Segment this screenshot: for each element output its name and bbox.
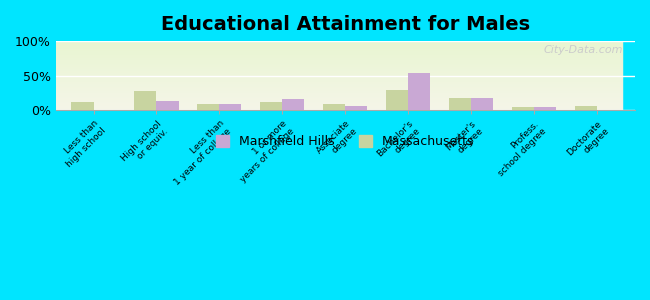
Bar (56, 62, 623, 63)
Bar (56, 53, 623, 54)
Bar (56, 84, 623, 85)
Bar (56, 75, 623, 76)
Bar (56, 61, 623, 62)
Text: City-Data.com: City-Data.com (544, 45, 623, 55)
Bar (56, 93, 623, 94)
Bar (56, 98, 623, 99)
Bar (56, 82, 623, 83)
Bar (198, 104, 220, 110)
Bar (56, 55, 623, 56)
Bar (56, 54, 623, 55)
Bar (56, 87, 623, 88)
Bar (56, 89, 623, 90)
Bar (56, 69, 623, 70)
Bar (56, 97, 623, 98)
Bar (56, 92, 623, 93)
Bar (386, 90, 408, 110)
Bar (56, 85, 623, 86)
Bar (56, 106, 623, 107)
Bar (56, 57, 623, 58)
Bar (56, 95, 623, 96)
Bar (56, 102, 623, 103)
Bar (56, 64, 623, 65)
Bar (56, 88, 623, 89)
Bar (56, 46, 623, 47)
Bar (282, 99, 304, 110)
Bar (56, 108, 623, 109)
Bar (56, 41, 623, 42)
Bar (56, 109, 623, 110)
Bar (56, 48, 623, 49)
Bar (157, 101, 179, 110)
Bar (56, 96, 623, 97)
Bar (56, 91, 623, 92)
Bar (56, 74, 623, 75)
Bar (56, 99, 623, 100)
Bar (56, 103, 623, 104)
Bar (56, 81, 623, 82)
Bar (56, 104, 623, 105)
Bar (323, 104, 345, 110)
Bar (56, 52, 623, 53)
Bar (56, 51, 623, 52)
Bar (56, 44, 623, 45)
Bar (56, 94, 623, 95)
Bar (56, 49, 623, 50)
Bar (261, 102, 282, 110)
Bar (512, 107, 534, 110)
Bar (72, 102, 94, 110)
Legend: Marshfield Hills, Massachusetts: Marshfield Hills, Massachusetts (211, 130, 480, 153)
Bar (56, 56, 623, 57)
Bar (56, 58, 623, 59)
Bar (56, 83, 623, 84)
Bar (56, 70, 623, 71)
Bar (56, 90, 623, 91)
Bar (56, 47, 623, 48)
Bar (56, 100, 623, 101)
Bar (56, 107, 623, 108)
Bar (471, 98, 493, 110)
Bar (56, 76, 623, 77)
Bar (345, 106, 367, 110)
Bar (56, 72, 623, 73)
Bar (56, 50, 623, 51)
Bar (408, 74, 430, 110)
Bar (56, 45, 623, 46)
Bar (56, 43, 623, 44)
Bar (56, 59, 623, 60)
Title: Educational Attainment for Males: Educational Attainment for Males (161, 15, 530, 34)
Bar (135, 91, 157, 110)
Bar (56, 79, 623, 80)
Bar (56, 86, 623, 87)
Bar (56, 60, 623, 61)
Bar (56, 66, 623, 67)
Bar (56, 101, 623, 102)
Bar (220, 104, 242, 110)
Bar (56, 71, 623, 72)
Bar (575, 106, 597, 110)
Bar (56, 63, 623, 64)
Bar (56, 67, 623, 68)
Bar (56, 78, 623, 79)
Bar (56, 82, 623, 83)
Bar (449, 98, 471, 110)
Bar (56, 42, 623, 43)
Bar (534, 107, 556, 110)
Bar (56, 77, 623, 78)
Bar (56, 68, 623, 69)
Bar (56, 65, 623, 66)
Bar (56, 80, 623, 81)
Bar (56, 105, 623, 106)
